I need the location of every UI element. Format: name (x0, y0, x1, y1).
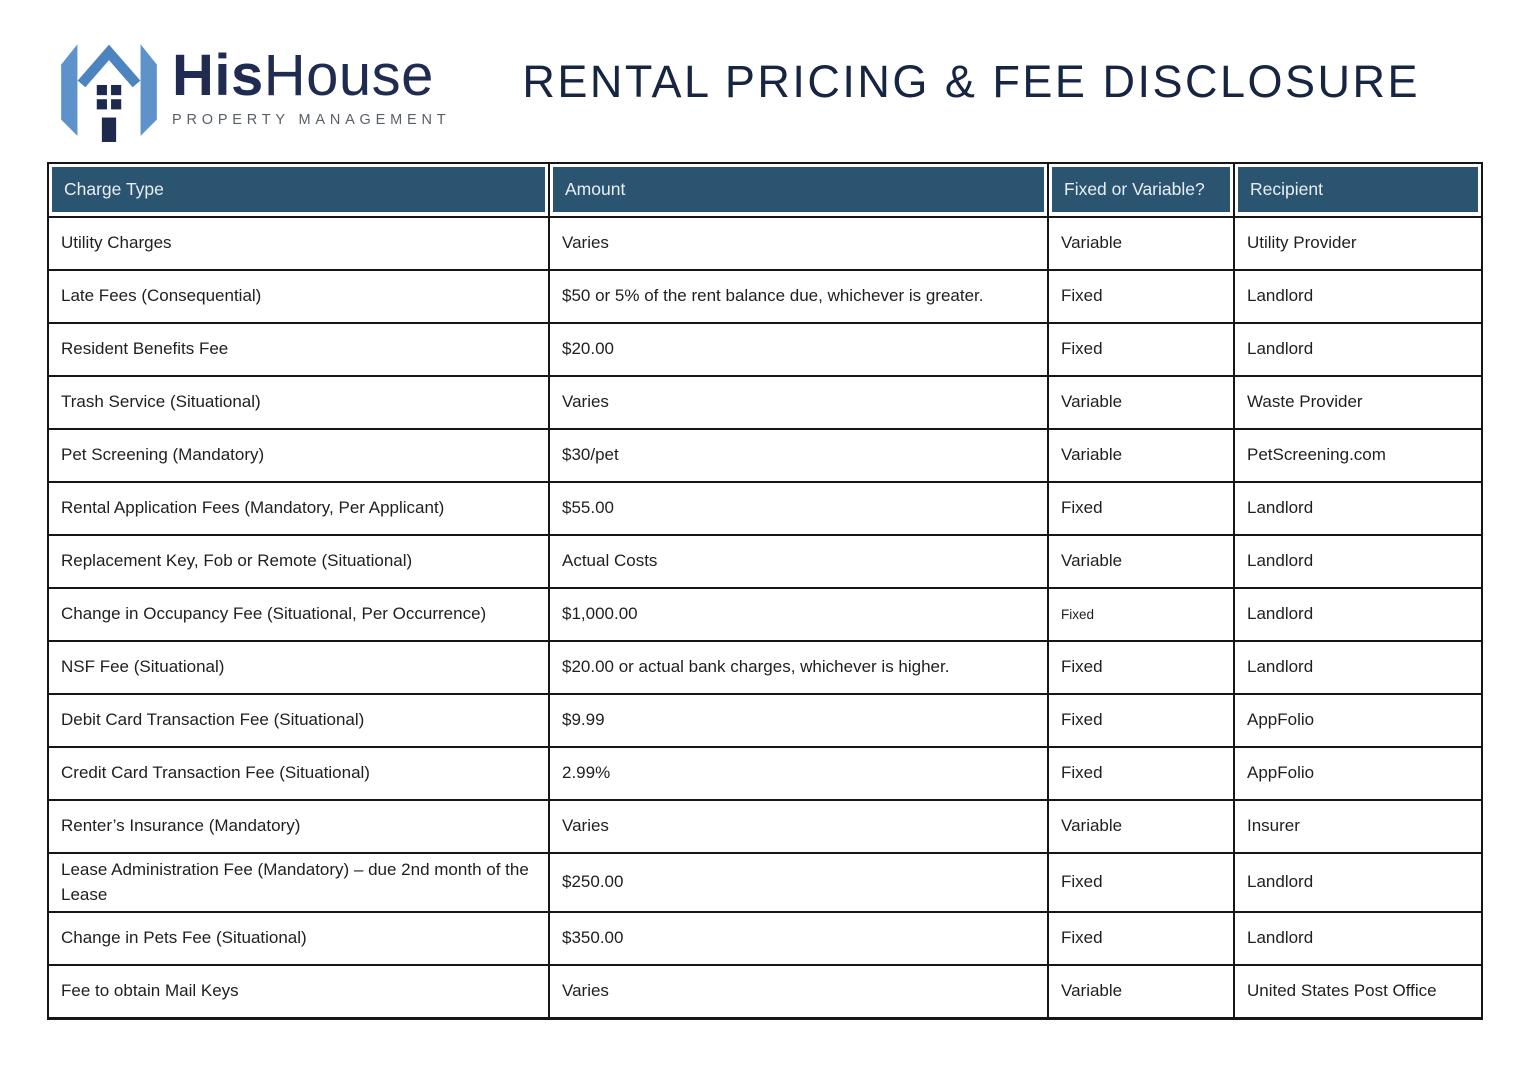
cell-fixed-or-variable: Variable (1047, 534, 1235, 589)
brand-name: HisHouse (172, 46, 450, 105)
header-fixed-or-variable-label: Fixed or Variable? (1064, 179, 1205, 199)
header-amount-label: Amount (565, 179, 626, 199)
cell-charge-type: Rental Application Fees (Mandatory, Per … (47, 481, 550, 536)
cell-charge-type: Change in Pets Fee (Situational) (47, 911, 550, 967)
table-row: Fee to obtain Mail Keys Varies Variable … (47, 964, 1483, 1020)
fee-table-body: Utility Charges Varies Variable Utility … (47, 216, 1483, 1020)
cell-charge-type: NSF Fee (Situational) (47, 640, 550, 695)
cell-recipient: Landlord (1233, 269, 1483, 324)
table-row: NSF Fee (Situational) $20.00 or actual b… (47, 640, 1483, 695)
cell-amount: $250.00 (548, 851, 1049, 914)
cell-fixed-or-variable: Variable (1047, 964, 1235, 1020)
table-row: Pet Screening (Mandatory) $30/pet Variab… (47, 428, 1483, 483)
cell-amount: Varies (548, 216, 1049, 271)
cell-recipient: Landlord (1233, 322, 1483, 377)
cell-fixed-or-variable: Fixed (1047, 587, 1235, 642)
cell-charge-type: Resident Benefits Fee (47, 322, 550, 377)
cell-charge-type: Renter’s Insurance (Mandatory) (47, 799, 550, 854)
cell-recipient: Utility Provider (1233, 216, 1483, 271)
hishouse-logo: HisHouse PROPERTY MANAGEMENT (58, 31, 450, 143)
cell-fixed-or-variable: Fixed (1047, 322, 1235, 377)
table-row: Credit Card Transaction Fee (Situational… (47, 746, 1483, 801)
cell-recipient: PetScreening.com (1233, 428, 1483, 483)
cell-charge-type: Lease Administration Fee (Mandatory) – d… (47, 851, 550, 914)
cell-amount: 2.99% (548, 746, 1049, 801)
cell-fixed-or-variable: Fixed (1047, 640, 1235, 695)
cell-fixed-or-variable: Fixed (1047, 481, 1235, 536)
table-row: Trash Service (Situational) Varies Varia… (47, 375, 1483, 430)
cell-amount: Varies (548, 375, 1049, 430)
table-row: Late Fees (Consequential) $50 or 5% of t… (47, 269, 1483, 324)
cell-fixed-or-variable: Fixed (1047, 911, 1235, 967)
brand-name-his: His (172, 42, 264, 108)
cell-charge-type: Change in Occupancy Fee (Situational, Pe… (47, 587, 550, 642)
rental-disclosure-page: HisHouse PROPERTY MANAGEMENT RENTAL PRIC… (0, 0, 1528, 1020)
cell-fixed-or-variable: Fixed (1047, 851, 1235, 914)
table-row: Resident Benefits Fee $20.00 Fixed Landl… (47, 322, 1483, 377)
cell-charge-type: Utility Charges (47, 216, 550, 271)
cell-amount: $50 or 5% of the rent balance due, which… (548, 269, 1049, 324)
cell-fixed-or-variable: Variable (1047, 375, 1235, 430)
cell-recipient: Landlord (1233, 481, 1483, 536)
page-header: HisHouse PROPERTY MANAGEMENT RENTAL PRIC… (0, 0, 1528, 148)
cell-charge-type: Trash Service (Situational) (47, 375, 550, 430)
cell-amount: Varies (548, 799, 1049, 854)
cell-recipient: Landlord (1233, 911, 1483, 967)
cell-recipient: Landlord (1233, 851, 1483, 914)
page-title: RENTAL PRICING & FEE DISCLOSURE (522, 56, 1421, 107)
cell-amount: $20.00 or actual bank charges, whichever… (548, 640, 1049, 695)
cell-amount: $9.99 (548, 693, 1049, 748)
house-logo-icon (61, 44, 157, 142)
table-row: Lease Administration Fee (Mandatory) – d… (47, 851, 1483, 914)
table-row: Debit Card Transaction Fee (Situational)… (47, 693, 1483, 748)
header-recipient: Recipient (1233, 162, 1483, 218)
cell-amount: $1,000.00 (548, 587, 1049, 642)
fee-table-header-row: Charge Type Amount Fixed or Variable? Re… (47, 162, 1483, 218)
logo-text: HisHouse PROPERTY MANAGEMENT (172, 46, 451, 128)
cell-charge-type: Debit Card Transaction Fee (Situational) (47, 693, 550, 748)
cell-amount: Actual Costs (548, 534, 1049, 589)
cell-amount: Varies (548, 964, 1049, 1020)
cell-recipient: Waste Provider (1233, 375, 1483, 430)
header-charge-type: Charge Type (47, 162, 550, 218)
cell-recipient: Insurer (1233, 799, 1483, 854)
cell-recipient: Landlord (1233, 587, 1483, 642)
cell-fixed-or-variable: Fixed (1047, 269, 1235, 324)
cell-recipient: Landlord (1233, 534, 1483, 589)
cell-charge-type: Credit Card Transaction Fee (Situational… (47, 746, 550, 801)
table-row: Rental Application Fees (Mandatory, Per … (47, 481, 1483, 536)
header-amount: Amount (548, 162, 1049, 218)
cell-charge-type: Fee to obtain Mail Keys (47, 964, 550, 1020)
table-row: Replacement Key, Fob or Remote (Situatio… (47, 534, 1483, 589)
cell-fixed-or-variable: Variable (1047, 428, 1235, 483)
cell-charge-type: Late Fees (Consequential) (47, 269, 550, 324)
cell-recipient: Landlord (1233, 640, 1483, 695)
cell-charge-type: Replacement Key, Fob or Remote (Situatio… (47, 534, 550, 589)
cell-amount: $350.00 (548, 911, 1049, 967)
table-row: Utility Charges Varies Variable Utility … (47, 216, 1483, 271)
cell-charge-type: Pet Screening (Mandatory) (47, 428, 550, 483)
cell-recipient: United States Post Office (1233, 964, 1483, 1020)
header-recipient-label: Recipient (1250, 179, 1323, 199)
cell-fixed-or-variable: Variable (1047, 216, 1235, 271)
cell-recipient: AppFolio (1233, 693, 1483, 748)
table-row: Change in Occupancy Fee (Situational, Pe… (47, 587, 1483, 642)
brand-tagline: PROPERTY MANAGEMENT (172, 111, 451, 128)
brand-name-house: House (263, 42, 434, 108)
cell-recipient: AppFolio (1233, 746, 1483, 801)
cell-fixed-or-variable: Fixed (1047, 693, 1235, 748)
cell-amount: $20.00 (548, 322, 1049, 377)
header-charge-type-label: Charge Type (64, 179, 164, 199)
cell-amount: $30/pet (548, 428, 1049, 483)
table-row: Renter’s Insurance (Mandatory) Varies Va… (47, 799, 1483, 854)
header-fixed-or-variable: Fixed or Variable? (1047, 162, 1235, 218)
cell-fixed-or-variable: Fixed (1047, 746, 1235, 801)
fee-table: Charge Type Amount Fixed or Variable? Re… (47, 162, 1483, 1020)
table-row: Change in Pets Fee (Situational) $350.00… (47, 911, 1483, 967)
cell-amount: $55.00 (548, 481, 1049, 536)
cell-fixed-or-variable: Variable (1047, 799, 1235, 854)
